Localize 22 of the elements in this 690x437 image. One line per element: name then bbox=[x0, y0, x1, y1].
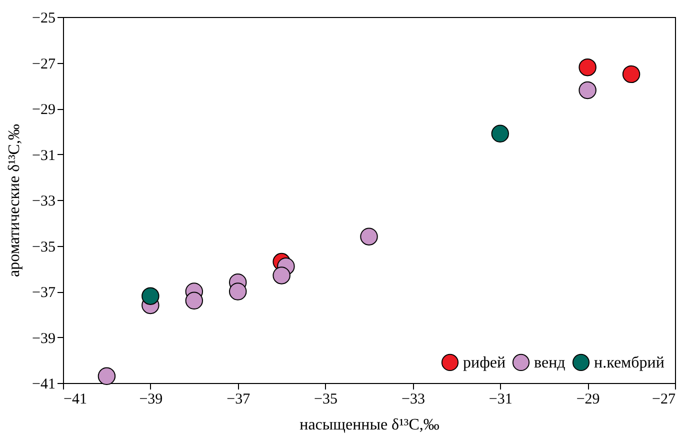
x-tick-label: −29 bbox=[576, 392, 600, 408]
x-tick-label: −41 bbox=[64, 392, 87, 408]
y-tick-label: −27 bbox=[32, 56, 56, 72]
legend-label: рифей bbox=[463, 354, 506, 372]
x-tick-label: −27 bbox=[652, 392, 676, 408]
x-tick-label: −33 bbox=[401, 392, 425, 408]
y-axis-title: ароматические δ¹³C,‰ bbox=[6, 124, 24, 277]
legend-label: венд bbox=[534, 354, 566, 372]
y-tick-label: −29 bbox=[32, 102, 56, 118]
x-axis-title: насыщенные δ¹³C,‰ bbox=[300, 416, 440, 434]
x-tick-label: −37 bbox=[226, 392, 251, 408]
y-tick-label: −25 bbox=[32, 10, 56, 26]
y-tick-label: −41 bbox=[32, 376, 56, 392]
x-tick-label: −35 bbox=[314, 392, 338, 408]
y-tick-label: −37 bbox=[32, 285, 56, 301]
legend-label: н.кембрий bbox=[594, 354, 665, 372]
y-tick-label: −33 bbox=[32, 194, 56, 210]
x-tick-label: −39 bbox=[139, 392, 163, 408]
y-tick-label: −35 bbox=[32, 239, 56, 256]
y-tick-label: −31 bbox=[32, 148, 56, 164]
y-tick-label: −39 bbox=[32, 330, 56, 347]
x-tick-label: −31 bbox=[488, 392, 512, 408]
